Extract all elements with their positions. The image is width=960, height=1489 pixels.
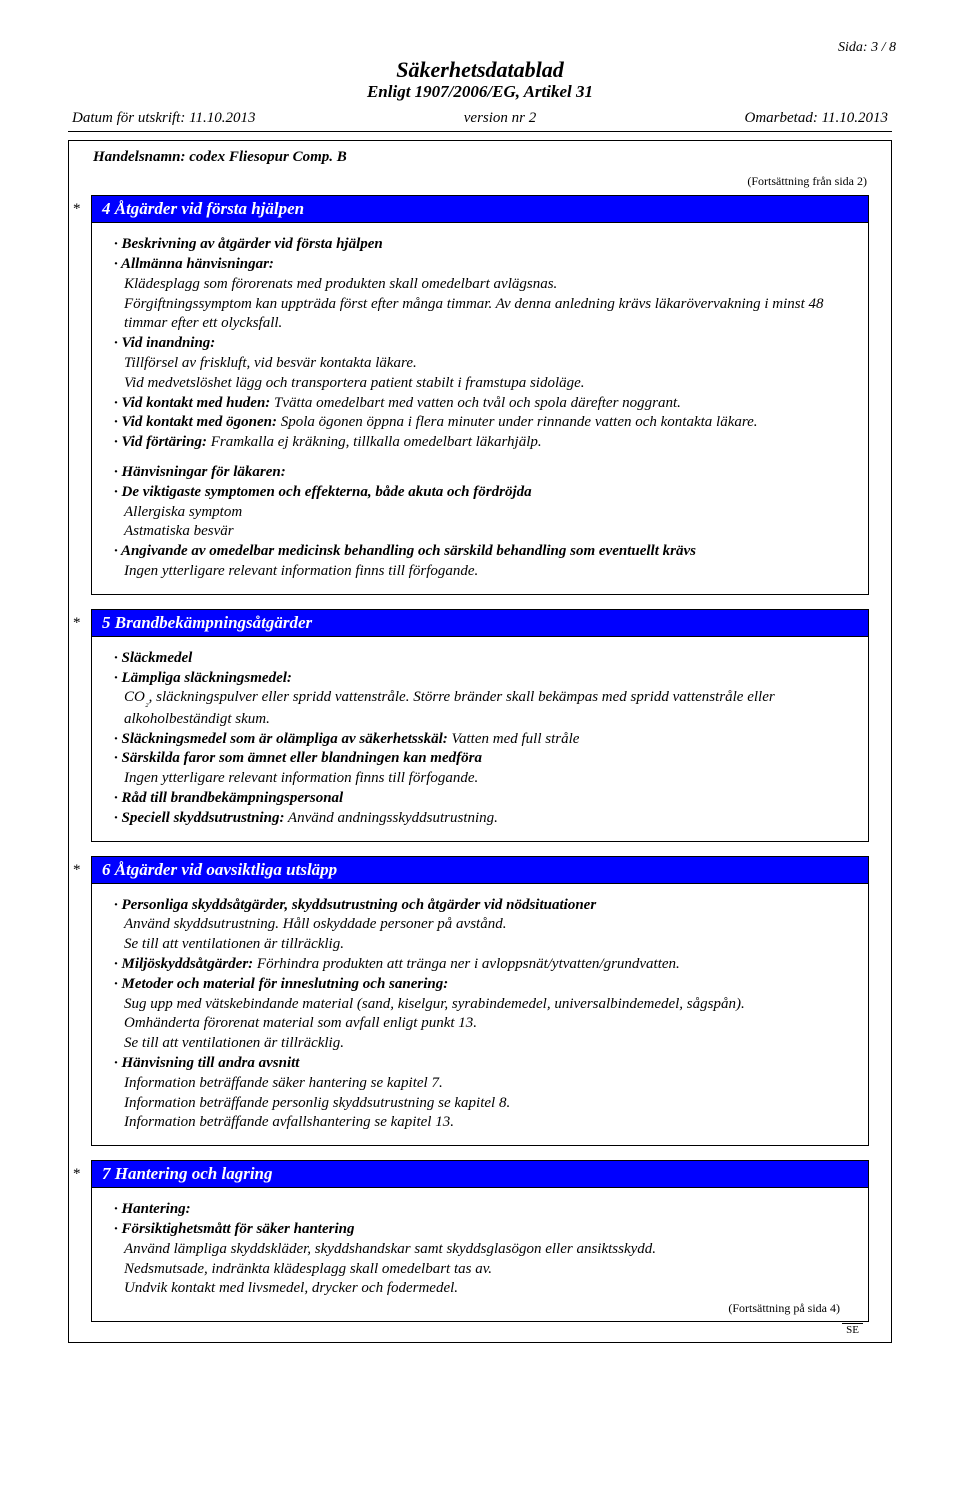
s4-ingest-line: · Vid förtäring: Framkalla ej kräkning, … xyxy=(114,433,846,453)
s6-env-line: · Miljöskyddsåtgärder: Förhindra produkt… xyxy=(114,955,846,975)
s4-skin-label: · Vid kontakt med huden: xyxy=(114,395,270,411)
s4-ingest-text: Framkalla ej kräkning, tillkalla omedelb… xyxy=(207,434,542,450)
s4-sym2: Astmatiska besvär xyxy=(114,522,846,542)
s5-hazards-label: · Särskilda faror som ämnet eller blandn… xyxy=(114,749,846,769)
s4-skin-text: Tvätta omedelbart med vatten och tvål oc… xyxy=(270,395,681,411)
version-number: version nr 2 xyxy=(464,110,537,127)
s5-co2a: CO xyxy=(124,689,145,705)
s6-ref-label: · Hänvisning till andra avsnitt xyxy=(114,1054,846,1074)
s4-sym1: Allergiska symptom xyxy=(114,503,846,523)
locale-text: SE xyxy=(842,1323,863,1336)
s4-general-text1: Klädesplagg som förorenats med produkten… xyxy=(114,275,846,295)
s5-unsuit-line: · Släckningsmedel som är olämpliga av sä… xyxy=(114,730,846,750)
section-4-box: 4 Åtgärder vid första hjälpen · Beskrivn… xyxy=(91,195,869,595)
content-frame: Handelsnamn: codex Fliesopur Comp. B (Fo… xyxy=(68,140,892,1343)
s4-eyes-line: · Vid kontakt med ögonen: Spola ögonen ö… xyxy=(114,413,846,433)
meta-row: Datum för utskrift: 11.10.2013 version n… xyxy=(68,110,892,132)
s6-r1: Information beträffande säker hantering … xyxy=(114,1074,846,1094)
s6-env-label: · Miljöskyddsåtgärder: xyxy=(114,956,253,972)
s6-r2: Information beträffande personlig skydds… xyxy=(114,1094,846,1114)
s4-desc-label: · Beskrivning av åtgärder vid första hjä… xyxy=(114,235,846,255)
s6-m1: Sug upp med vätskebindande material (san… xyxy=(114,995,846,1015)
asterisk-marker: * xyxy=(73,862,81,879)
s4-doc-label: · Hänvisningar för läkaren: xyxy=(114,463,846,483)
s6-personal-label: · Personliga skyddsåtgärder, skyddsutrus… xyxy=(114,896,846,916)
s5-ppe-label: · Speciell skyddsutrustning: xyxy=(114,810,284,826)
asterisk-marker: * xyxy=(73,201,81,218)
section-5-box: 5 Brandbekämpningsåtgärder · Släckmedel … xyxy=(91,609,869,842)
section-6-body: · Personliga skyddsåtgärder, skyddsutrus… xyxy=(92,884,868,1146)
asterisk-marker: * xyxy=(73,1166,81,1183)
s4-inhale-label: · Vid inandning: xyxy=(114,334,846,354)
s5-advice-label: · Råd till brandbekämpningspersonal xyxy=(114,789,846,809)
continuation-from: (Fortsättning från sida 2) xyxy=(69,174,891,195)
s4-medical-label: · Angivande av omedelbar medicinsk behan… xyxy=(114,542,846,562)
s4-medical-text: Ingen ytterligare relevant information f… xyxy=(114,562,846,582)
s4-inhale-text2: Vid medvetslöshet lägg och transportera … xyxy=(114,374,846,394)
section-6-header: 6 Åtgärder vid oavsiktliga utsläpp xyxy=(92,857,868,884)
document-subtitle: Enligt 1907/2006/EG, Artikel 31 xyxy=(64,82,896,102)
section-4-wrap: * 4 Åtgärder vid första hjälpen · Beskri… xyxy=(91,195,869,595)
s4-eyes-text: Spola ögonen öppna i flera minuter under… xyxy=(277,414,758,430)
s4-symptoms-label: · De viktigaste symptomen och effekterna… xyxy=(114,483,846,503)
s6-p1: Använd skyddsutrustning. Håll oskyddade … xyxy=(114,915,846,935)
s6-p2: Se till att ventilationen är tillräcklig… xyxy=(114,935,846,955)
section-6-wrap: * 6 Åtgärder vid oavsiktliga utsläpp · P… xyxy=(91,856,869,1147)
document-title: Säkerhetsdatablad xyxy=(64,58,896,82)
s5-ppe-text: Använd andningsskyddsutrustning. xyxy=(284,810,497,826)
page-number: Sida: 3 / 8 xyxy=(64,40,896,56)
continuation-next: (Fortsättning på sida 4) xyxy=(114,1299,846,1317)
s5-ext-label: · Släckmedel xyxy=(114,649,846,669)
s7-handling-label: · Hantering: xyxy=(114,1200,846,1220)
s4-eyes-label: · Vid kontakt med ögonen: xyxy=(114,414,277,430)
s6-r3: Information beträffande avfallshantering… xyxy=(114,1113,846,1133)
section-5-body: · Släckmedel · Lämpliga släckningsmedel:… xyxy=(92,637,868,841)
s5-hazards-text: Ingen ytterligare relevant information f… xyxy=(114,769,846,789)
s7-h2: Nedsmutsade, indränkta klädesplagg skall… xyxy=(114,1260,846,1280)
s7-precaution-label: · Försiktighetsmått för säker hantering xyxy=(114,1220,846,1240)
s4-general-text2: Förgiftningssymptom kan uppträda först e… xyxy=(114,295,846,335)
section-4-body: · Beskrivning av åtgärder vid första hjä… xyxy=(92,223,868,594)
s6-env-text: Förhindra produkten att tränga ner i avl… xyxy=(253,956,680,972)
s6-m2: Omhänderta förorenat material som avfall… xyxy=(114,1014,846,1034)
print-date: Datum för utskrift: 11.10.2013 xyxy=(72,110,255,127)
s5-suitable-rest: , släckningspulver eller spridd vattenst… xyxy=(124,689,775,727)
asterisk-marker: * xyxy=(73,615,81,632)
s6-methods-label: · Metoder och material för inneslutning … xyxy=(114,975,846,995)
locale-mark: SE xyxy=(69,1324,891,1336)
section-7-header: 7 Hantering och lagring xyxy=(92,1161,868,1188)
s4-general-label: · Allmänna hänvisningar: xyxy=(114,255,846,275)
s6-m3: Se till att ventilationen är tillräcklig… xyxy=(114,1034,846,1054)
section-7-box: 7 Hantering och lagring · Hantering: · F… xyxy=(91,1160,869,1322)
revised-date: Omarbetad: 11.10.2013 xyxy=(745,110,888,127)
section-7-wrap: * 7 Hantering och lagring · Hantering: ·… xyxy=(91,1160,869,1322)
s5-ppe-line: · Speciell skyddsutrustning: Använd andn… xyxy=(114,809,846,829)
section-5-header: 5 Brandbekämpningsåtgärder xyxy=(92,610,868,637)
s7-h1: Använd lämpliga skyddskläder, skyddshand… xyxy=(114,1240,846,1260)
s5-suitable-text: CO₂, släckningspulver eller spridd vatte… xyxy=(114,688,846,729)
s5-suitable-label: · Lämpliga släckningsmedel: xyxy=(114,669,846,689)
trade-name: Handelsnamn: codex Fliesopur Comp. B xyxy=(69,141,891,174)
section-6-box: 6 Åtgärder vid oavsiktliga utsläpp · Per… xyxy=(91,856,869,1147)
s4-inhale-text1: Tillförsel av friskluft, vid besvär kont… xyxy=(114,354,846,374)
s5-unsuit-text: Vatten med full stråle xyxy=(448,731,580,747)
s4-skin-line: · Vid kontakt med huden: Tvätta omedelba… xyxy=(114,394,846,414)
section-5-wrap: * 5 Brandbekämpningsåtgärder · Släckmede… xyxy=(91,609,869,842)
section-4-header: 4 Åtgärder vid första hjälpen xyxy=(92,196,868,223)
s4-ingest-label: · Vid förtäring: xyxy=(114,434,207,450)
s7-h3: Undvik kontakt med livsmedel, drycker oc… xyxy=(114,1279,846,1299)
section-7-body: · Hantering: · Försiktighetsmått för säk… xyxy=(92,1188,868,1321)
s5-unsuit-label: · Släckningsmedel som är olämpliga av sä… xyxy=(114,731,448,747)
